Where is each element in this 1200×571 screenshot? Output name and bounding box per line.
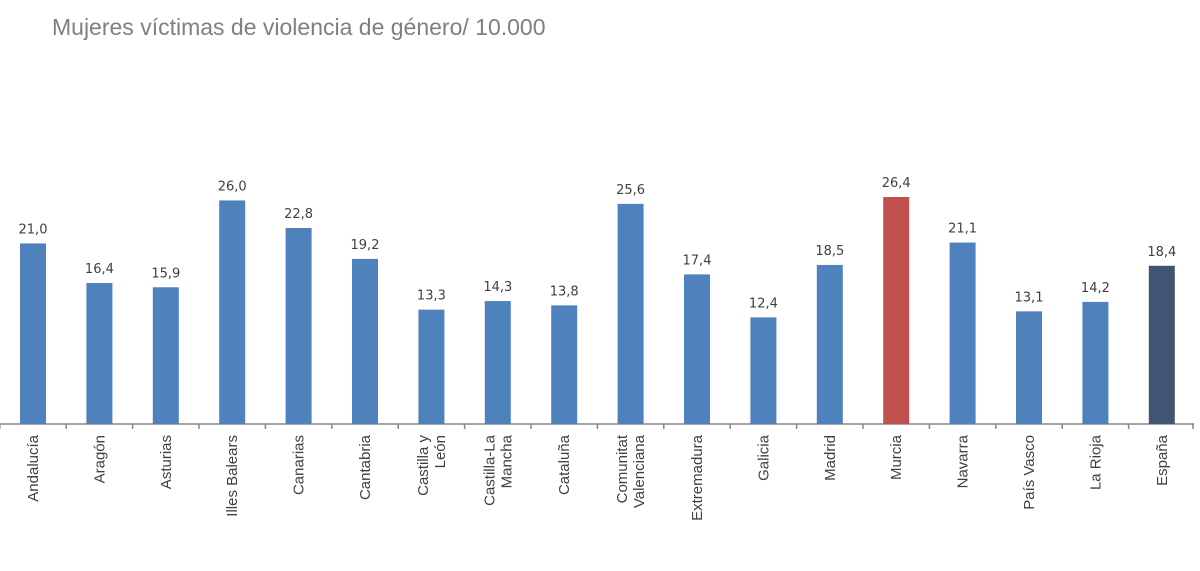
data-label: 26,0 bbox=[218, 179, 247, 194]
data-label: 14,2 bbox=[1081, 281, 1110, 296]
data-label: 26,4 bbox=[882, 176, 911, 191]
x-tick-label: La Rioja bbox=[1087, 434, 1104, 490]
data-label: 12,4 bbox=[749, 296, 778, 311]
x-tick-label: Cantabria bbox=[357, 434, 374, 500]
x-tick-label: Andalucía bbox=[25, 434, 42, 501]
x-tick-label: Castilla-La bbox=[481, 434, 498, 506]
x-tick-label: Murcia bbox=[888, 434, 905, 480]
bar-murcia bbox=[883, 197, 910, 424]
data-label: 15,9 bbox=[151, 266, 180, 281]
bar-canarias bbox=[285, 227, 312, 424]
data-label: 18,5 bbox=[815, 244, 844, 259]
bar-país-vasco bbox=[1016, 311, 1042, 424]
x-tick-label: Comunitat bbox=[614, 434, 631, 503]
data-label: 14,3 bbox=[483, 280, 512, 295]
x-tick-label: Mancha bbox=[498, 434, 515, 488]
data-label: 17,4 bbox=[683, 253, 712, 268]
bar-illes-balears bbox=[219, 200, 246, 424]
data-label: 18,4 bbox=[1147, 245, 1176, 260]
x-tick-label: Castilla y bbox=[415, 435, 432, 496]
x-tick-label: Cataluña bbox=[556, 434, 573, 495]
chart-title: Mujeres víctimas de violencia de género/… bbox=[52, 14, 546, 40]
bar-comunitat-valenciana bbox=[617, 203, 644, 424]
data-label: 25,6 bbox=[616, 183, 645, 198]
x-tick-label: España bbox=[1154, 434, 1171, 486]
data-label: 16,4 bbox=[85, 262, 114, 277]
x-tick-label: Extremadura bbox=[689, 434, 706, 521]
data-label: 13,8 bbox=[550, 284, 579, 299]
x-tick-label: Madrid bbox=[822, 435, 839, 481]
x-tick-label: Canarias bbox=[291, 435, 308, 495]
x-tick-label: País Vasco bbox=[1021, 435, 1038, 510]
data-label: 21,1 bbox=[948, 222, 977, 237]
bar-asturias bbox=[152, 287, 179, 424]
data-label: 21,0 bbox=[19, 222, 48, 237]
data-label: 19,2 bbox=[351, 238, 380, 253]
bar-madrid bbox=[816, 264, 843, 424]
bar-navarra bbox=[949, 242, 976, 424]
bar-andalucía bbox=[20, 243, 46, 424]
data-label: 13,1 bbox=[1015, 290, 1044, 305]
x-tick-label: Aragón bbox=[91, 435, 108, 483]
bar-castilla-la-mancha bbox=[484, 301, 511, 424]
x-tick-label: Valenciana bbox=[631, 434, 648, 508]
data-label: 13,3 bbox=[417, 289, 446, 304]
data-label: 22,8 bbox=[284, 207, 313, 222]
x-tick-label: Illes Balears bbox=[224, 435, 241, 517]
bar-galicia bbox=[750, 317, 777, 424]
bar-cantabria bbox=[352, 258, 378, 424]
x-tick-label: León bbox=[432, 435, 449, 468]
bar-la-rioja bbox=[1082, 301, 1109, 424]
x-tick-label: Galicia bbox=[755, 434, 772, 481]
x-tick-label: Navarra bbox=[955, 434, 972, 488]
x-tick-label: Asturias bbox=[158, 435, 175, 489]
bar-extremadura bbox=[684, 274, 710, 424]
bar-españa bbox=[1148, 265, 1175, 424]
bar-aragón bbox=[86, 282, 113, 424]
bar-cataluña bbox=[551, 305, 578, 424]
bar-castilla-y-león bbox=[418, 309, 445, 424]
